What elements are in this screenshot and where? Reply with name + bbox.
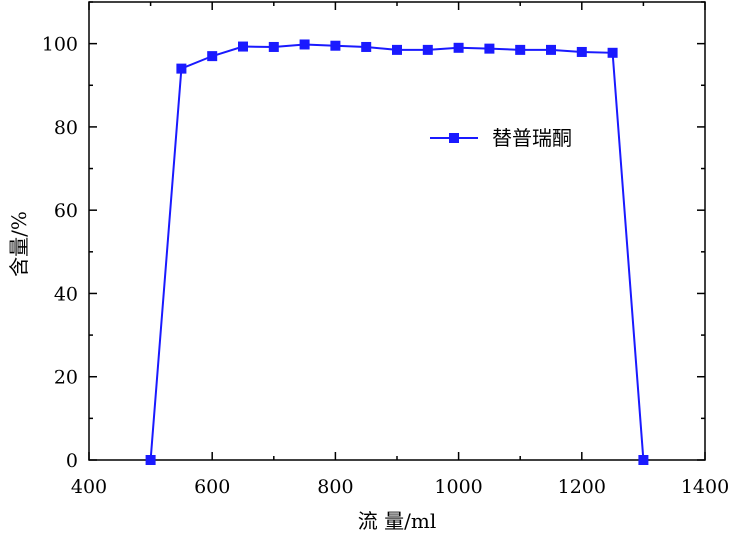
x-axis-ticks — [88, 2, 706, 460]
data-point-marker — [453, 42, 464, 53]
data-point-marker — [546, 44, 556, 55]
data-point-marker — [207, 51, 218, 62]
data-point-marker — [638, 455, 649, 465]
x-tick-label: 1200 — [558, 476, 606, 498]
y-tick-label: 40 — [54, 283, 78, 305]
data-point-marker — [576, 46, 587, 57]
data-point-marker — [607, 47, 618, 58]
y-axis-title: 含量/% — [7, 211, 31, 277]
x-tick-label: 400 — [71, 476, 107, 498]
data-point-marker — [515, 44, 526, 55]
legend: 替普瑞酮 — [430, 126, 572, 150]
legend-label: 替普瑞酮 — [492, 126, 572, 150]
y-axis-tick-labels: 0 20 40 60 80 100 — [42, 34, 78, 472]
x-axis-tick-labels: 400 600 800 1000 1200 1400 — [71, 476, 729, 498]
y-tick-label: 20 — [54, 367, 78, 389]
x-tick-label: 800 — [317, 476, 353, 498]
y-tick-label: 60 — [54, 200, 78, 222]
data-point-marker — [392, 44, 402, 55]
y-tick-label: 100 — [42, 34, 78, 56]
data-point-marker — [145, 455, 156, 465]
data-point-marker — [484, 43, 495, 54]
series-layer — [145, 39, 649, 465]
data-point-marker — [268, 41, 279, 52]
y-tick-label: 80 — [54, 117, 78, 139]
data-point-marker — [238, 41, 248, 52]
legend-marker — [449, 133, 459, 143]
x-tick-label: 1400 — [681, 476, 729, 498]
y-tick-label: 0 — [66, 450, 78, 472]
data-point-marker — [176, 63, 187, 74]
x-tick-label: 600 — [194, 476, 230, 498]
data-point-marker — [361, 41, 372, 52]
series-line — [149, 43, 645, 461]
y-axis-ticks — [89, 1, 705, 461]
data-point-marker — [330, 40, 341, 51]
x-tick-label: 1000 — [434, 476, 482, 498]
data-point-marker — [422, 44, 433, 55]
data-point-marker — [299, 39, 310, 50]
x-axis-title: 流 量/ml — [358, 509, 436, 533]
